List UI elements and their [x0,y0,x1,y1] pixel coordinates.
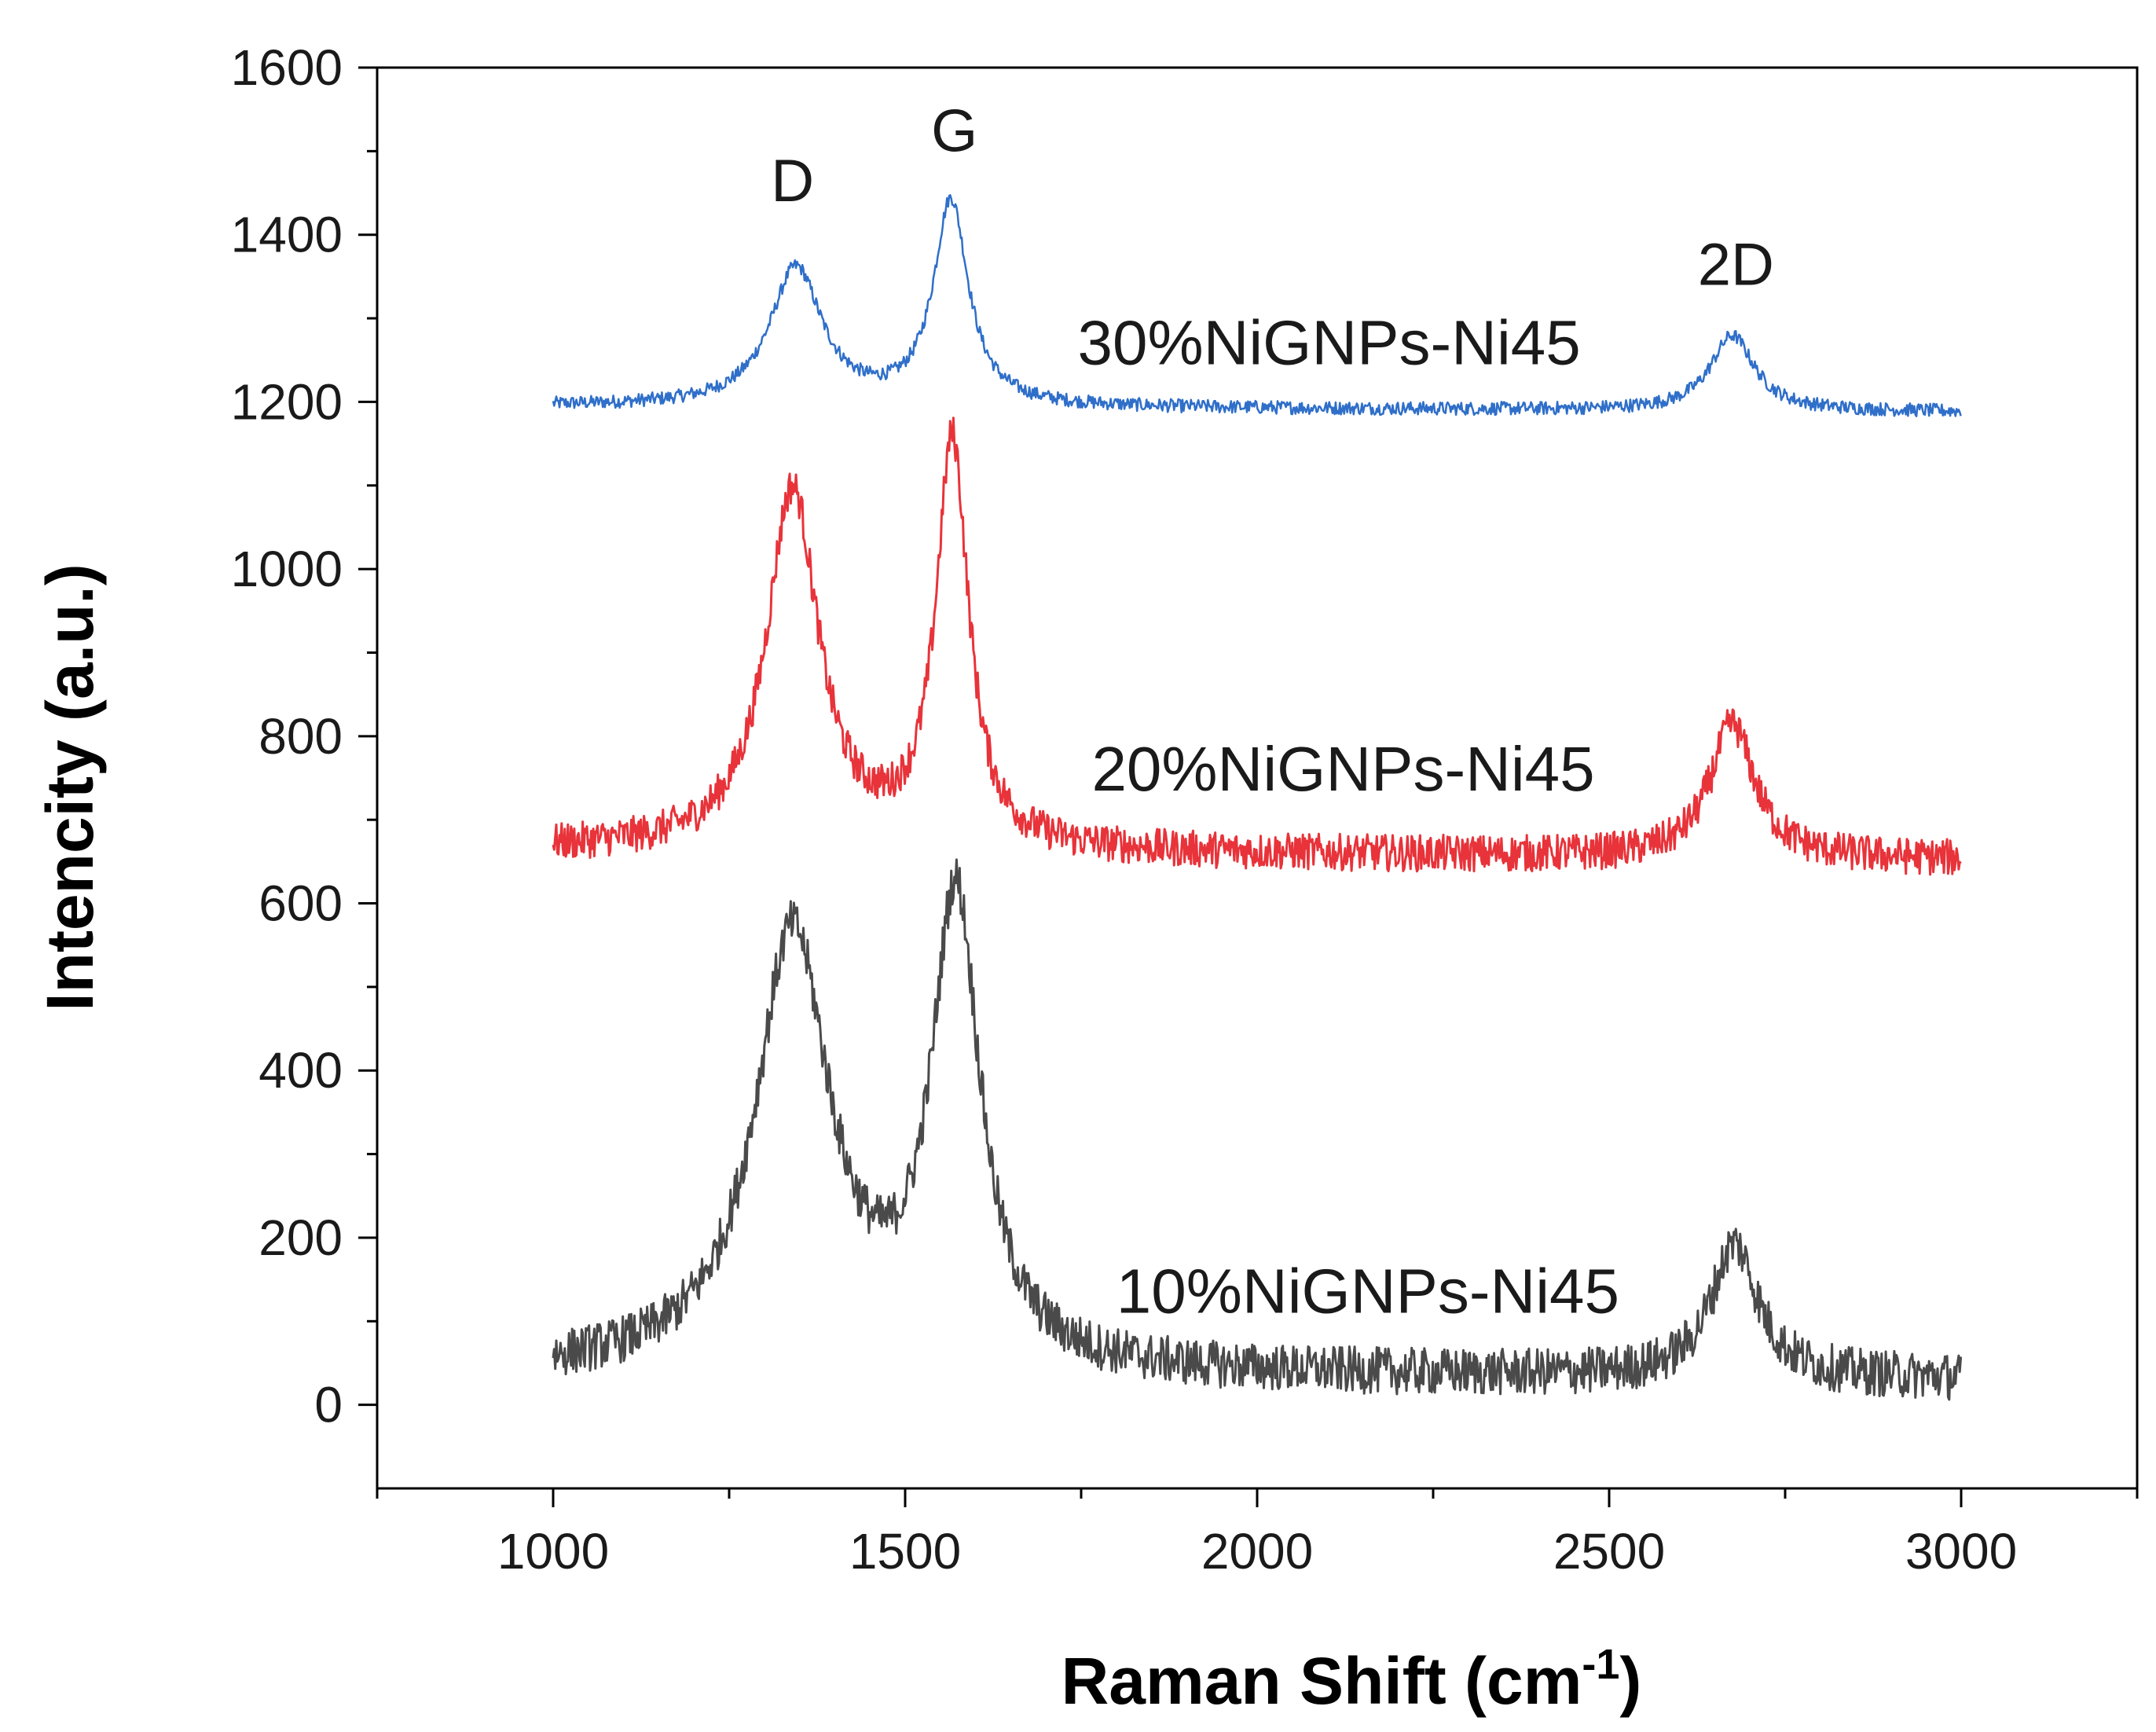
y-axis-ticks: 0 200 400 600 800 1000 1200 1400 1600 [231,39,377,1433]
y-tick-label: 600 [258,875,343,932]
y-tick-label: 1400 [231,207,343,263]
x-tick-label: 3000 [1905,1523,2017,1580]
series-label: 20%NiGNPs-Ni45 [1091,734,1594,804]
series-label: 10%NiGNPs-Ni45 [1116,1257,1619,1327]
series-line [552,858,1963,1401]
y-tick-label: 200 [258,1209,343,1266]
y-tick-label: 400 [258,1042,343,1099]
y-tick-label: 1000 [231,541,343,597]
x-tick-label: 2000 [1201,1523,1313,1580]
series-label: 30%NiGNPs-Ni45 [1078,308,1581,378]
x-tick-label: 1000 [497,1523,609,1580]
x-axis-title: Raman Shift (cm-1) [1062,1641,1642,1718]
curves [552,194,1963,1401]
x-tick-label: 1500 [849,1523,961,1580]
y-tick-label: 1200 [231,373,343,430]
x-axis-ticks: 1000 1500 2000 2500 3000 [376,1488,2139,1580]
peak-label: D [771,148,814,215]
y-tick-label: 0 [314,1377,343,1433]
peak-label: G [931,97,977,164]
series-line [552,194,1962,417]
peak-label: 2D [1698,232,1774,299]
y-tick-label: 800 [258,708,343,765]
series-line [552,416,1962,876]
x-tick-label: 2500 [1553,1523,1665,1580]
series-labels: 30%NiGNPs-Ni45 20%NiGNPs-Ni45 10%NiGNPs-Ni… [1078,308,1619,1327]
peak-annotations: D G 2D [771,97,1774,298]
y-axis-title: Intencity (a.u.) [33,563,107,1011]
y-tick-label: 1600 [231,39,343,96]
